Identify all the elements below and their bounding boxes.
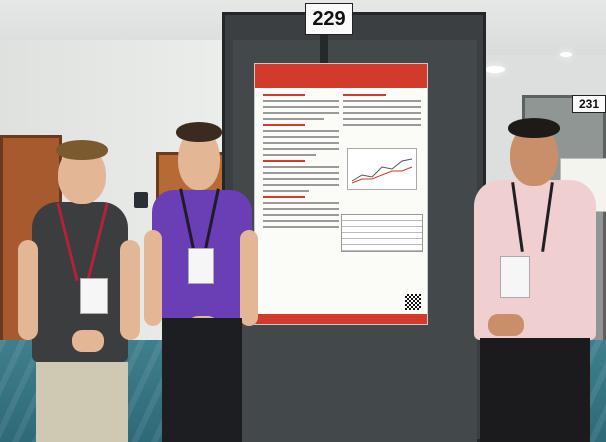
qr-code-icon — [405, 294, 421, 310]
poster-right-column — [343, 94, 421, 284]
poster-left-column — [263, 94, 339, 284]
poster-results-table — [341, 214, 423, 252]
restroom-sign-icon — [134, 192, 148, 208]
hair — [56, 140, 108, 160]
left-arm — [144, 230, 162, 326]
black-pants — [480, 338, 590, 442]
ceiling-light — [485, 66, 505, 73]
khaki-pants — [36, 362, 128, 442]
hands — [488, 314, 524, 336]
name-badge — [80, 278, 108, 314]
poster-footer — [255, 314, 427, 324]
poster-chart — [347, 148, 417, 190]
pink-dress-shirt — [474, 180, 596, 340]
name-badge — [500, 256, 530, 298]
hair — [176, 122, 222, 142]
name-badge — [188, 248, 214, 284]
person-middle — [140, 120, 260, 442]
number-post — [320, 30, 328, 70]
research-poster — [254, 63, 428, 325]
person-left — [10, 140, 150, 442]
neighbor-booth-number-card: 231 — [572, 95, 606, 113]
person-right — [466, 118, 606, 442]
poster-chart-graphic — [351, 158, 413, 184]
ceiling-light — [560, 52, 572, 57]
black-pants — [162, 318, 242, 442]
right-arm — [120, 240, 140, 340]
hair — [508, 118, 560, 138]
poster-header — [255, 64, 427, 88]
booth-number-card: 229 — [305, 3, 353, 35]
left-arm — [18, 240, 38, 340]
right-arm — [240, 230, 258, 326]
hands — [72, 330, 104, 352]
